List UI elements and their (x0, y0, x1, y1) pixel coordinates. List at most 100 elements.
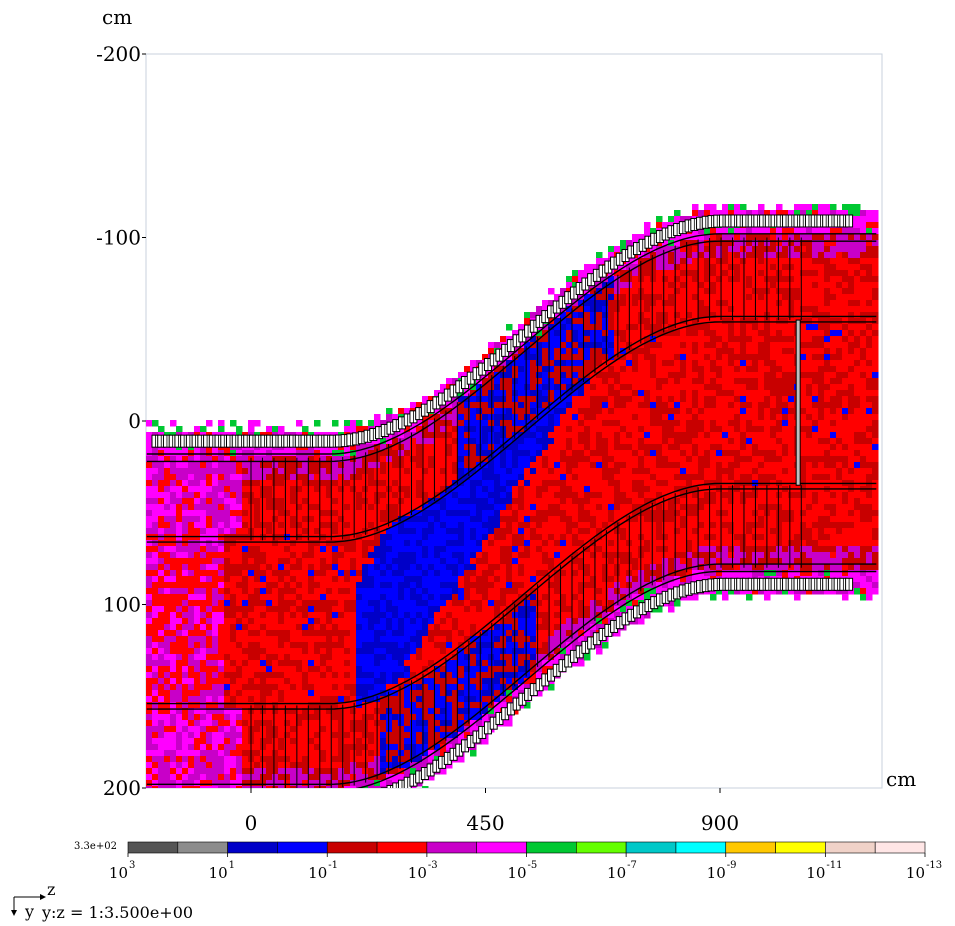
heatmap-cell (302, 498, 309, 505)
heatmap-cell (548, 378, 555, 385)
heatmap-cell (572, 642, 579, 649)
heatmap-cell (296, 636, 303, 643)
heatmap-cell (452, 678, 459, 685)
heatmap-cell (596, 648, 603, 655)
heatmap-cell (470, 606, 477, 613)
heatmap-cell (194, 612, 201, 619)
heatmap-cell (602, 402, 609, 409)
heatmap-cell (368, 606, 375, 613)
heatmap-cell (386, 726, 393, 733)
heatmap-cell (266, 636, 273, 643)
heatmap-cell (548, 432, 555, 439)
heatmap-cell (152, 780, 159, 787)
heatmap-cell (398, 774, 405, 781)
heatmap-cell (548, 654, 555, 661)
heatmap-cell (536, 624, 543, 631)
heatmap-cell (548, 348, 555, 355)
heatmap-cell (260, 516, 267, 523)
heatmap-cell (152, 684, 159, 691)
heatmap-cell (194, 750, 201, 757)
heatmap-cell (566, 612, 573, 619)
heatmap-cell (524, 654, 531, 661)
heatmap-cell (548, 510, 555, 517)
heatmap-cell (584, 504, 591, 511)
heatmap-cell (590, 618, 597, 625)
heatmap-cell (452, 444, 459, 451)
heatmap-cell (290, 630, 297, 637)
heatmap-cell (350, 684, 357, 691)
heatmap-cell (218, 678, 225, 685)
heatmap-cell (302, 462, 309, 469)
heatmap-cell (434, 594, 441, 601)
heatmap-cell (614, 288, 621, 295)
heatmap-cell (284, 456, 291, 463)
heatmap-cell (170, 528, 177, 535)
heatmap-cell (158, 462, 165, 469)
heatmap-cell (176, 648, 183, 655)
heatmap-cell (458, 420, 465, 427)
heatmap-cell (464, 612, 471, 619)
heatmap-cell (536, 462, 543, 469)
heatmap-cell (476, 594, 483, 601)
heatmap-cell (440, 462, 447, 469)
heatmap-cell (506, 444, 513, 451)
heatmap-cell (422, 396, 429, 403)
heatmap-cell (176, 474, 183, 481)
heatmap-cell (494, 498, 501, 505)
heatmap-cell (386, 666, 393, 673)
heatmap-cell (308, 486, 315, 493)
heatmap-cell (434, 648, 441, 655)
heatmap-cell (410, 426, 417, 433)
heatmap-cell (416, 672, 423, 679)
heatmap-cell (278, 426, 285, 433)
heatmap-cell (194, 714, 201, 721)
heatmap-cell (332, 552, 339, 559)
heatmap-cell (320, 486, 327, 493)
heatmap-cell (536, 396, 543, 403)
heatmap-cell (434, 666, 441, 673)
heatmap-cell (428, 444, 435, 451)
heatmap-cell (254, 756, 261, 763)
heatmap-cell (506, 402, 513, 409)
heatmap-cell (260, 552, 267, 559)
heatmap-cell (470, 624, 477, 631)
heatmap-cell (596, 480, 603, 487)
heatmap-cell (386, 450, 393, 457)
heatmap-cell (332, 672, 339, 679)
heatmap-cell (428, 474, 435, 481)
heatmap-cell (560, 444, 567, 451)
heatmap-cell (428, 558, 435, 565)
heatmap-cell (596, 534, 603, 541)
heatmap-cell (566, 420, 573, 427)
heatmap-cell (476, 714, 483, 721)
heatmap-cell (404, 684, 411, 691)
heatmap-cell (620, 414, 627, 421)
heatmap-cell (158, 582, 165, 589)
heatmap-cell (386, 744, 393, 751)
heatmap-cell (536, 342, 543, 349)
heatmap-cell (518, 390, 525, 397)
heatmap-cell (572, 378, 579, 385)
heatmap-cell (350, 654, 357, 661)
heatmap-cell (350, 552, 357, 559)
heatmap-cell (440, 606, 447, 613)
heatmap-cell (344, 696, 351, 703)
heatmap-cell (386, 528, 393, 535)
heatmap-cell (254, 510, 261, 517)
heatmap-cell (434, 630, 441, 637)
heatmap-cell (320, 720, 327, 727)
heatmap-cell (266, 756, 273, 763)
heatmap-cell (158, 606, 165, 613)
heatmap-cell (494, 570, 501, 577)
heatmap-cell (338, 546, 345, 553)
heatmap-cell (380, 534, 387, 541)
heatmap-cell (566, 504, 573, 511)
heatmap-cell (458, 636, 465, 643)
heatmap-cell (584, 306, 591, 313)
heatmap-cell (254, 600, 261, 607)
heatmap-cell (218, 774, 225, 781)
heatmap-cell (512, 684, 519, 691)
heatmap-cell (356, 606, 363, 613)
heatmap-cell (272, 762, 279, 769)
heatmap-cell (362, 660, 369, 667)
